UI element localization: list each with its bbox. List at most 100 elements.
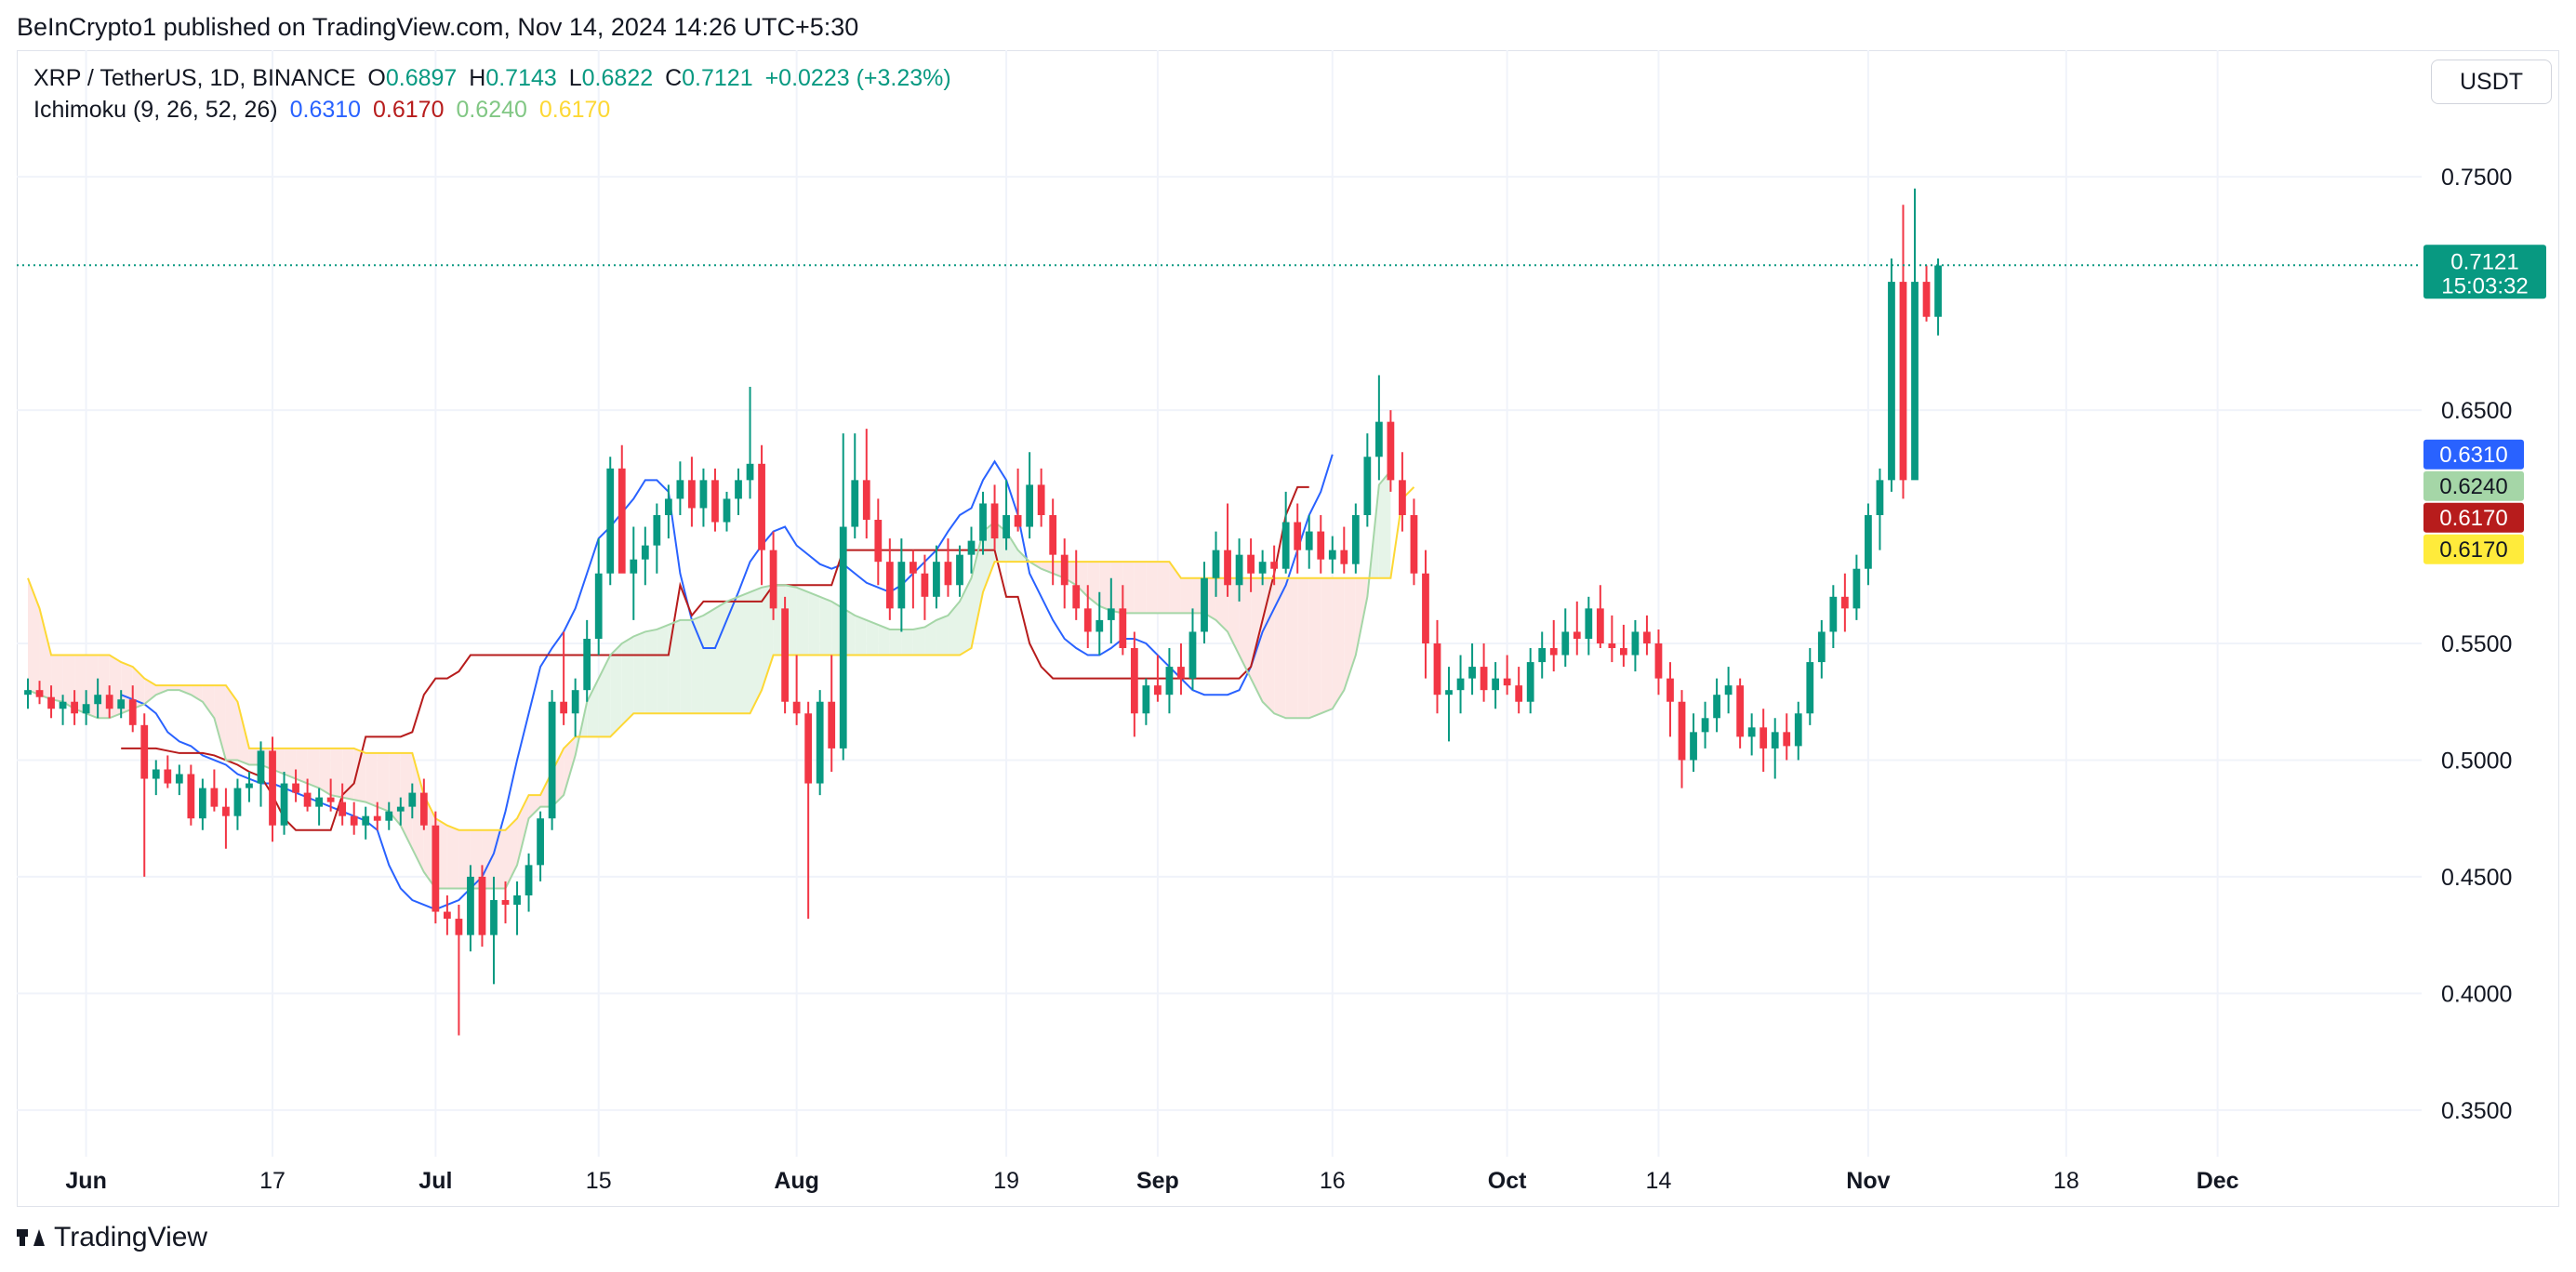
candle (1771, 718, 1779, 779)
cloud-segment (796, 587, 809, 656)
candle-body (1934, 265, 1942, 317)
cloud-segment (610, 643, 622, 737)
candle-body (303, 792, 312, 807)
cloud-segment (1087, 562, 1100, 606)
cloud-segment (948, 601, 960, 656)
candle-body (711, 480, 719, 523)
candle (1247, 538, 1255, 592)
candle-body (676, 480, 684, 499)
candle (1212, 531, 1220, 597)
candle-body (1142, 685, 1150, 714)
indicator-price-tag-label: 0.6310 (2439, 443, 2507, 468)
candle (198, 778, 206, 830)
candle-body (1480, 667, 1488, 691)
candle (1433, 619, 1441, 714)
candle (851, 433, 859, 539)
indicator-price-tag-label: 0.6240 (2439, 474, 2507, 499)
high-value: 0.7143 (485, 65, 557, 91)
cloud-segment (971, 531, 984, 649)
candle-body (1305, 531, 1313, 550)
candle-body (490, 900, 498, 935)
cloud-segment (621, 636, 634, 725)
candle (292, 769, 299, 802)
chart-frame[interactable] (17, 50, 2559, 1207)
cloud-segment (1321, 577, 1333, 714)
open-label: O (367, 65, 386, 91)
indicator-name[interactable]: Ichimoku (9, 26, 52, 26) (33, 97, 278, 123)
candle (246, 772, 253, 802)
y-tick-label: 0.4000 (2441, 981, 2512, 1007)
ichimoku-cloud (28, 470, 1391, 889)
candle-body (1654, 643, 1663, 679)
cloud-segment (1239, 577, 1252, 679)
symbol-name[interactable]: XRP / TetherUS, 1D, BINANCE (33, 65, 356, 91)
cloud-segment (446, 825, 459, 889)
candle-body (583, 638, 591, 691)
candle (1060, 538, 1069, 609)
cloud-segment (1378, 470, 1391, 578)
candle-body (1445, 690, 1453, 696)
leading-span-a-line (27, 470, 1392, 890)
candle-body (1107, 608, 1115, 620)
candle (1911, 188, 1919, 481)
grid-lines (17, 50, 2422, 1157)
candle (1829, 585, 1838, 649)
candle-body (1083, 608, 1092, 632)
candle (362, 806, 370, 840)
candle (164, 755, 172, 788)
leading-span-b-line (27, 486, 1415, 831)
candle (606, 457, 615, 586)
cloud-segment (353, 748, 366, 802)
candle (1690, 713, 1697, 772)
candle (71, 690, 78, 725)
candle-body (94, 695, 102, 705)
candle-body (1247, 554, 1255, 574)
candle (1456, 655, 1465, 714)
candle (548, 690, 556, 830)
cloud-segment (74, 655, 86, 714)
candle-body (1759, 727, 1768, 749)
candle-body (1363, 457, 1372, 515)
cloud-segment (924, 619, 936, 656)
candle (909, 550, 917, 609)
candle (1865, 503, 1872, 586)
candle (269, 736, 276, 842)
candle (1724, 667, 1733, 714)
candle-body (71, 701, 78, 714)
candle-body (513, 894, 521, 906)
candle (594, 538, 603, 656)
x-tick-label: Aug (774, 1168, 819, 1194)
candle-body (1212, 550, 1220, 578)
candle (1107, 577, 1115, 643)
candle (175, 764, 183, 796)
candle (326, 778, 335, 812)
candle-body (641, 545, 649, 560)
candle-body (292, 783, 299, 793)
candle (513, 881, 521, 935)
candle-body (1177, 667, 1185, 679)
candle-body (1526, 662, 1534, 702)
cloud-segment (284, 748, 297, 779)
countdown-timer: 15:03:32 (2441, 273, 2528, 298)
candle (1678, 690, 1686, 788)
y-tick-label: 0.5000 (2441, 748, 2512, 774)
cloud-segment (493, 829, 506, 889)
currency-button[interactable]: USDT (2431, 60, 2552, 104)
candle (455, 905, 463, 1036)
candle-body (1865, 515, 1872, 569)
candle-body (59, 701, 67, 709)
candle (1631, 619, 1640, 672)
candle (828, 655, 836, 772)
tradingview-logo[interactable]: TradingView (17, 1222, 207, 1253)
candle (1363, 433, 1372, 527)
candle (676, 461, 684, 515)
cloud-segment (214, 685, 226, 761)
cloud-segment (528, 795, 541, 819)
candle-body (1549, 648, 1558, 656)
candle-body (723, 498, 731, 523)
candle-body (1270, 562, 1279, 569)
cloud-segment (365, 752, 378, 807)
cloud-segment (866, 619, 879, 656)
candle-body (1596, 608, 1604, 643)
